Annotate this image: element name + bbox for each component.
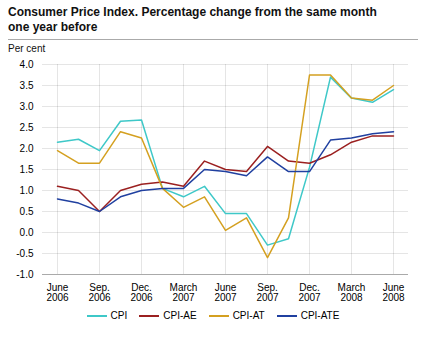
svg-text:Dec.2007: Dec.2007 [298,282,321,303]
svg-text:0.5: 0.5 [20,206,34,217]
html-text:CPI-ATE: CPI-ATE [300,310,340,321]
html-text:Consumer Price Index. Percenta: Consumer Price Index. Percentage change … [8,5,377,34]
svg-text:Dec.2006: Dec.2006 [130,282,153,303]
svg-text:0.0: 0.0 [20,227,34,238]
svg-text:3.0: 3.0 [20,101,34,112]
svg-text:March2008: March2008 [338,282,366,303]
svg-text:March2007: March2007 [170,282,198,303]
svg-text:2.0: 2.0 [20,143,34,154]
svg-text:4.0: 4.0 [20,59,34,70]
html-text:CPI: CPI [110,310,128,321]
svg-text:Sep.2007: Sep.2007 [256,282,279,303]
svg-text:June2007: June2007 [214,282,237,303]
svg-text:June2008: June2008 [382,282,405,303]
svg-text:1.5: 1.5 [20,164,34,175]
svg-text:June2006: June2006 [46,282,69,303]
html-text:CPI-AE: CPI-AE [163,310,197,321]
svg-text:-1.0: -1.0 [16,269,34,280]
svg-text:3.5: 3.5 [20,80,34,91]
html-text:Per cent: Per cent [8,43,46,54]
svg-text:Sep.2006: Sep.2006 [88,282,111,303]
svg-text:-0.5: -0.5 [16,248,34,259]
svg-text:2.5: 2.5 [20,122,34,133]
svg-text:1.0: 1.0 [20,185,34,196]
html-text:CPI-AT: CPI-AT [232,310,265,321]
